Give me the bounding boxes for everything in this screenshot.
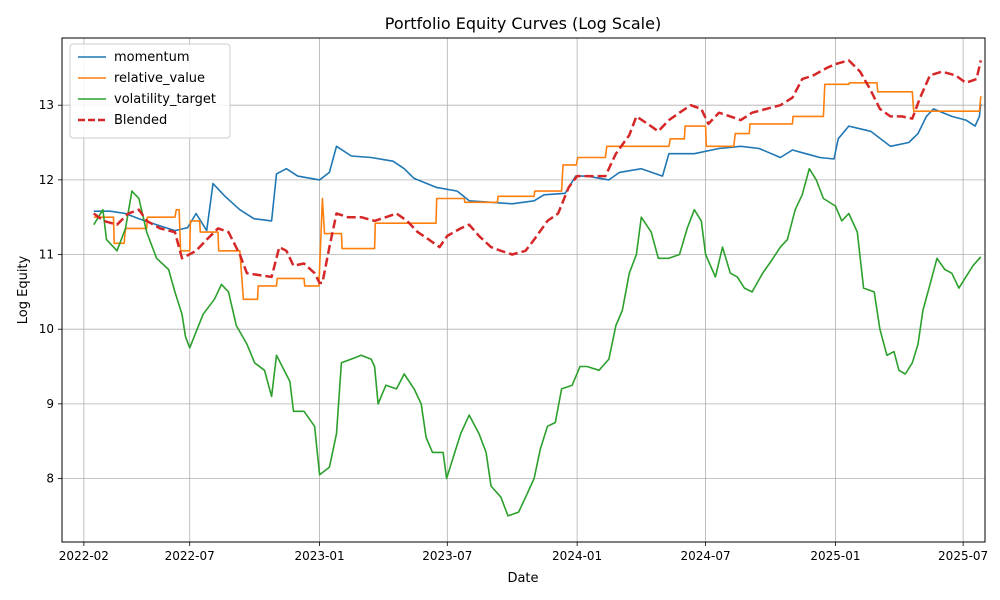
x-tick-label: 2022-02 — [59, 549, 109, 563]
y-tick-label: 11 — [39, 248, 54, 262]
x-tick-label: 2023-07 — [422, 549, 472, 563]
series-line-volatility-target — [93, 167, 982, 517]
y-axis-title: Log Equity — [16, 255, 31, 324]
series-line-relative-value — [93, 82, 982, 301]
axis-ticks: 2022-02 2022-07 2023-01 2023-07 2024-01 2024-… — [39, 98, 988, 563]
legend-label: volatility_target — [114, 92, 216, 107]
legend-label: Blended — [114, 113, 167, 128]
legend: momentum relative_value volatility_target B… — [69, 43, 231, 139]
legend-box — [69, 43, 231, 139]
chart-title: Portfolio Equity Curves (Log Scale) — [385, 14, 661, 33]
x-tick-label: 2025-01 — [810, 549, 860, 563]
legend-label: momentum — [114, 50, 190, 65]
plot-frame — [61, 37, 986, 543]
plot-series — [93, 59, 983, 517]
y-tick-label: 9 — [46, 397, 54, 411]
series-line-blended — [93, 59, 983, 285]
x-tick-label: 2024-01 — [552, 549, 602, 563]
y-tick-label: 13 — [39, 98, 54, 112]
series-line-momentum — [93, 103, 982, 232]
x-tick-label: 2025-07 — [938, 549, 988, 563]
x-tick-label: 2023-01 — [294, 549, 344, 563]
legend-label: relative_value — [114, 71, 205, 86]
y-tick-label: 12 — [39, 173, 54, 187]
grid-lines — [62, 38, 985, 542]
x-tick-label: 2022-07 — [165, 549, 215, 563]
x-axis-title: Date — [507, 571, 538, 586]
y-tick-label: 8 — [46, 472, 54, 486]
y-tick-label: 10 — [39, 322, 54, 336]
x-tick-label: 2024-07 — [680, 549, 730, 563]
